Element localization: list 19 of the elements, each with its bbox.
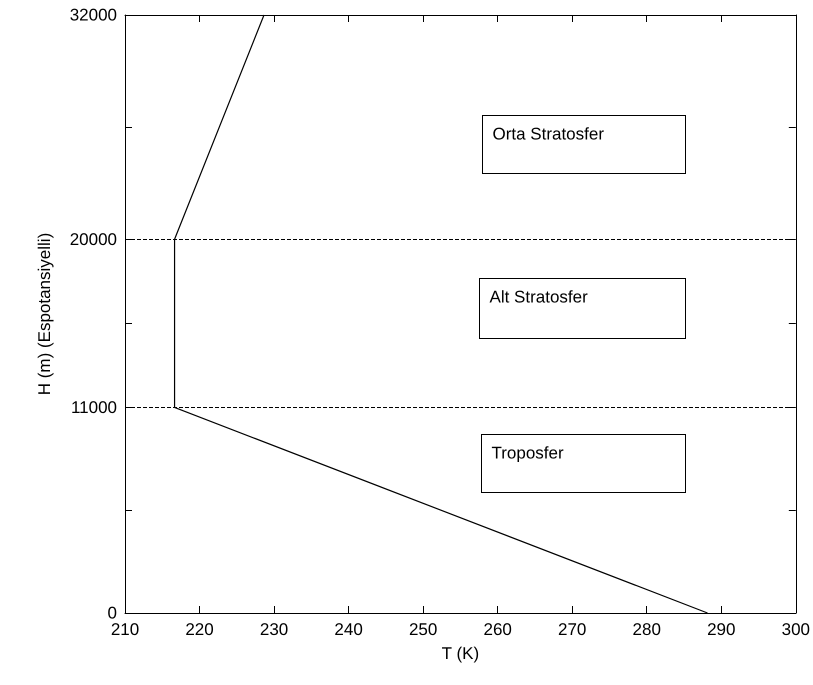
x-tick-label: 280 — [632, 620, 661, 639]
y-tick-label: 0 — [108, 604, 117, 622]
annotation: Orta Stratosfer — [492, 124, 604, 144]
x-tick-label: 300 — [782, 620, 810, 639]
y-tick-label: 32000 — [70, 6, 117, 24]
y-tick-label: 20000 — [70, 230, 117, 249]
x-tick-label: 210 — [110, 620, 140, 639]
y-axis-title: H (m) (Espotansiyelli) — [35, 232, 54, 396]
x-tick-label: 230 — [260, 620, 288, 639]
x-tick-label: 260 — [483, 620, 512, 639]
x-axis-title: T (K) — [442, 644, 480, 663]
annotation: Troposfer — [492, 444, 564, 462]
y-tick-label: 11000 — [70, 398, 117, 417]
x-tick-label: 220 — [185, 620, 214, 639]
x-tick-label: 250 — [408, 620, 438, 639]
annotation: Alt Stratosfer — [490, 288, 588, 306]
x-tick-label: 290 — [707, 620, 736, 639]
x-tick-label: 270 — [558, 620, 586, 639]
x-tick-label: 240 — [334, 620, 363, 639]
